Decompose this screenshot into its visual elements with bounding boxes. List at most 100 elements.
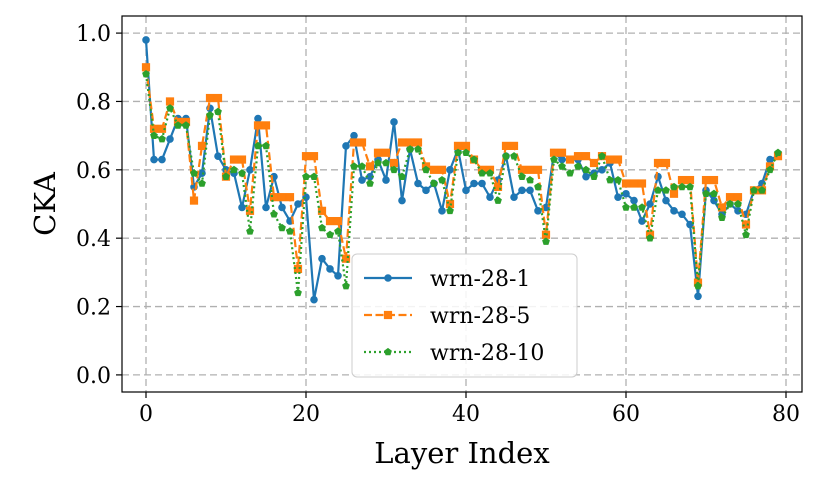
data-point [446, 206, 454, 215]
data-point [198, 169, 206, 178]
data-point [214, 152, 222, 160]
data-point [470, 179, 478, 188]
data-point [437, 165, 447, 174]
data-point [341, 254, 351, 263]
data-point [534, 182, 542, 191]
data-point [566, 169, 574, 177]
series-lines [141, 36, 783, 304]
data-point [366, 179, 374, 187]
data-point [461, 141, 471, 150]
data-point [253, 121, 263, 130]
data-point [573, 152, 583, 161]
legend-item: wrn-28-5 [364, 304, 530, 329]
data-point [405, 138, 415, 147]
legend-label: wrn-28-10 [430, 341, 544, 366]
data-point [653, 158, 663, 168]
data-point [165, 97, 175, 106]
data-point [150, 131, 158, 139]
data-point [326, 230, 334, 239]
x-tick-label: 40 [452, 402, 480, 427]
data-point [166, 104, 174, 112]
data-point [438, 207, 446, 215]
data-point [605, 155, 615, 164]
data-point [414, 145, 422, 153]
data-point [542, 237, 550, 245]
data-point [246, 166, 254, 174]
y-tick-label: 0.6 [76, 159, 111, 184]
data-point [294, 288, 302, 297]
data-point [254, 141, 262, 150]
data-point [438, 175, 446, 184]
y-tick-label: 0.4 [76, 227, 111, 252]
data-point [638, 217, 646, 225]
data-point [270, 210, 278, 218]
data-point [342, 281, 350, 290]
x-tick-label: 80 [772, 402, 800, 427]
data-point [310, 295, 318, 304]
data-point [702, 189, 710, 198]
y-tick-label: 1.0 [76, 22, 111, 47]
axis-ticks: 0 20 40 60 80 0.0 0.2 0.4 0.6 0.8 1.0 [76, 22, 800, 427]
data-point [557, 148, 567, 157]
data-point [598, 166, 606, 174]
data-point [384, 347, 392, 356]
data-point [262, 141, 270, 150]
data-point [350, 131, 358, 140]
data-point [141, 63, 151, 72]
series-wrn-28-10 [142, 70, 782, 297]
legend-label: wrn-28-1 [430, 267, 530, 292]
data-point [237, 155, 247, 164]
data-point [285, 193, 295, 202]
legend-label: wrn-28-5 [430, 304, 530, 329]
data-point [158, 155, 166, 164]
x-tick-label: 0 [139, 402, 153, 427]
legend-item: wrn-28-1 [364, 267, 530, 292]
data-point [182, 121, 190, 129]
data-point [318, 254, 326, 263]
data-point [358, 176, 366, 184]
data-point [261, 121, 271, 130]
data-point [509, 141, 519, 150]
data-point [406, 145, 414, 153]
data-point [382, 176, 390, 184]
data-point [534, 207, 542, 215]
data-point [686, 220, 694, 229]
data-point [733, 193, 743, 202]
data-point [422, 186, 430, 195]
data-point [518, 172, 526, 180]
legend: wrn-28-1 wrn-28-5 wrn-28-10 [351, 253, 578, 378]
data-point [558, 155, 566, 164]
x-axis-label: Layer Index [374, 436, 549, 470]
data-point [678, 182, 686, 191]
data-point [565, 155, 575, 164]
x-tick-label: 60 [612, 402, 640, 427]
data-point [150, 155, 158, 164]
data-point [142, 36, 150, 44]
data-point [310, 172, 318, 180]
legend-box [351, 253, 578, 378]
data-point [582, 172, 590, 181]
data-point [669, 189, 679, 198]
data-point [717, 203, 727, 212]
data-point [309, 152, 319, 161]
data-point [462, 186, 470, 195]
data-point [493, 182, 503, 192]
data-point [373, 148, 383, 157]
data-point [637, 179, 647, 188]
data-point [525, 165, 535, 174]
data-point [398, 172, 406, 180]
data-point [710, 189, 718, 198]
y-tick-label: 0.8 [76, 90, 111, 115]
data-point [357, 138, 367, 147]
data-point [741, 220, 751, 229]
data-point [205, 93, 215, 103]
data-point [174, 121, 182, 129]
data-point [574, 162, 582, 170]
data-point [381, 148, 391, 157]
data-point [301, 152, 311, 161]
y-tick-label: 0.2 [76, 296, 111, 321]
data-point [766, 165, 774, 174]
data-point [198, 179, 206, 187]
